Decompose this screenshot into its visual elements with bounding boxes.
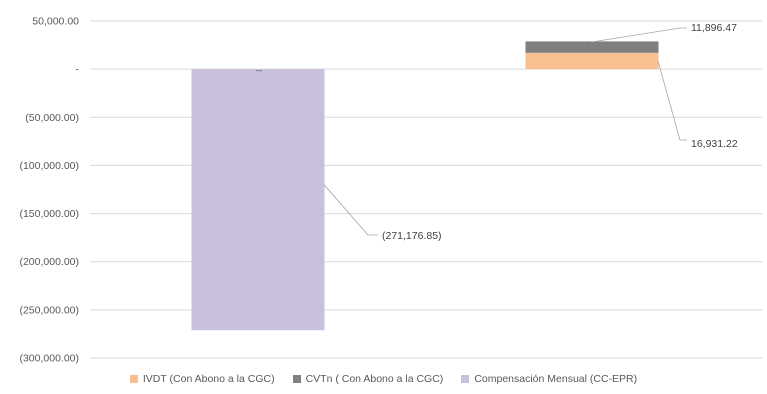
legend-label-cvtn: CVTn ( Con Abono a la CGC) (305, 373, 444, 385)
legend-item-ivdt[interactable]: IVDT (Con Abono a la CGC) (129, 373, 275, 385)
bar-series-0-cat-1[interactable] (525, 52, 659, 70)
legend-swatch-ivdt (129, 375, 138, 383)
data-label: (271,176.85) (382, 230, 442, 242)
bars (191, 41, 659, 331)
legend-label-compensacion: Compensación Mensual (CC-EPR) (474, 373, 638, 385)
legend-swatch-cvtn (292, 375, 301, 383)
data-label: 11,896.47 (691, 22, 737, 34)
y-axis-ticks: 50,000.00 - (50,000.00) (100,000.00) (150,00… (19, 16, 79, 365)
legend-swatch-compensacion (461, 375, 470, 383)
y-tick-label: (300,000.00) (19, 353, 79, 365)
legend-label-ivdt: IVDT (Con Abono a la CGC) (142, 373, 275, 385)
y-tick-label: (100,000.00) (19, 160, 79, 172)
leader-line (657, 60, 687, 141)
y-tick-label: - (76, 64, 80, 76)
y-tick-label: (150,000.00) (19, 208, 79, 220)
y-tick-label: (250,000.00) (19, 304, 79, 316)
legend: IVDT (Con Abono a la CGC) CVTn ( Con Abo… (0, 373, 767, 385)
data-labels: 11,896.47 16,931.22 (271,176.85) (256, 22, 738, 242)
y-tick-label: (50,000.00) (25, 112, 79, 124)
y-tick-label: (200,000.00) (19, 256, 79, 268)
bar-series-1-cat-1[interactable] (525, 41, 659, 53)
leader-line (590, 27, 687, 43)
bar-series-2-cat-0[interactable] (191, 69, 325, 331)
legend-item-cvtn[interactable]: CVTn ( Con Abono a la CGC) (292, 373, 444, 385)
legend-item-compensacion[interactable]: Compensación Mensual (CC-EPR) (461, 373, 637, 385)
y-tick-label: 50,000.00 (32, 16, 79, 28)
data-label: 16,931.22 (691, 138, 738, 150)
leader-line (323, 184, 378, 236)
